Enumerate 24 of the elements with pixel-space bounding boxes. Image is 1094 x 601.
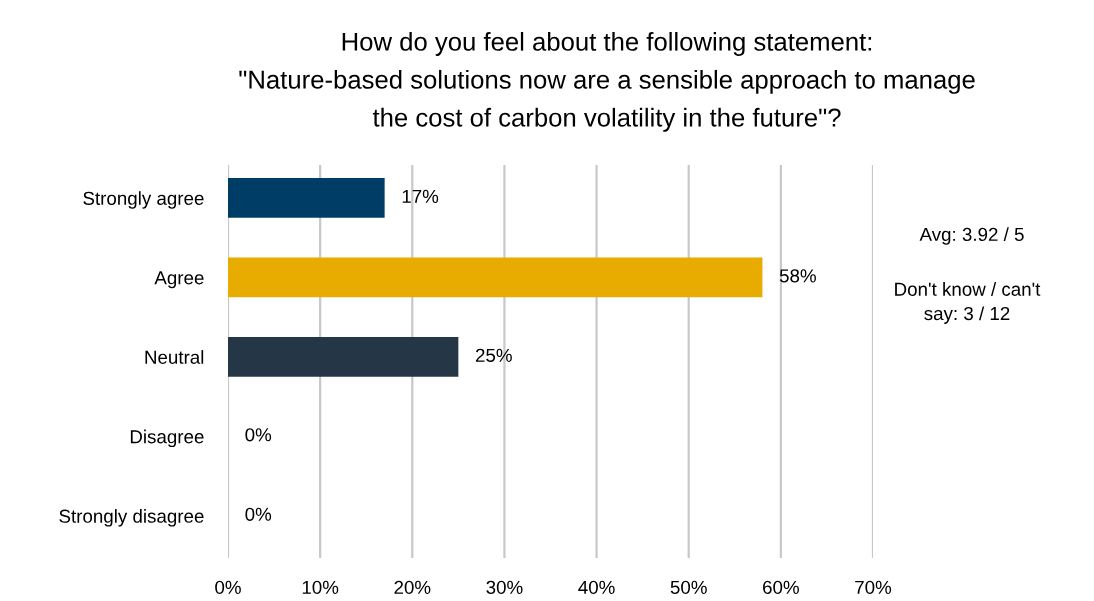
y-tick-label: Strongly agree	[83, 191, 204, 209]
x-tick-label: 20%	[394, 580, 431, 594]
y-tick-label: Strongly disagree	[59, 509, 204, 527]
data-label: 58%	[779, 269, 816, 283]
data-label: 25%	[475, 348, 512, 362]
y-tick-label: Agree	[154, 271, 204, 289]
bar	[228, 178, 385, 218]
data-label: 17%	[402, 189, 439, 203]
y-tick-label: Neutral	[145, 350, 204, 364]
x-tick-label: 30%	[486, 580, 523, 594]
x-tick-label: 10%	[302, 580, 339, 594]
x-tick-label: 40%	[578, 580, 615, 594]
bar	[228, 257, 763, 298]
y-tick-label: Disagree	[130, 429, 204, 448]
data-label: 0%	[245, 428, 272, 442]
text: Avg: 3.92 / 5	[919, 227, 1024, 245]
text: Don't know / can't say: 3 / 12	[895, 282, 1041, 324]
bar	[228, 337, 459, 377]
x-tick-label: 50%	[670, 580, 707, 594]
x-tick-label: 60%	[763, 580, 799, 594]
data-label: 0%	[245, 507, 272, 521]
x-tick-label: 70%	[855, 580, 892, 594]
x-tick-label: 0%	[215, 580, 241, 594]
chart-title: How do you feel about the following statement: "Nature-based solutions now are a sensible approach to manage the cost of carbon volatility in the future"?	[239, 32, 975, 132]
